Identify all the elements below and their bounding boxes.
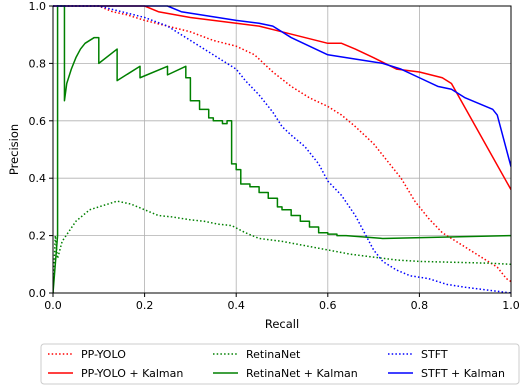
legend-label-3: RetinaNet + Kalman [246,367,358,380]
legend-label-0: PP-YOLO [81,348,126,361]
y-tick-label: 0.6 [29,115,47,128]
x-tick-label: 0.8 [411,299,429,312]
plot-area-frame [52,5,512,294]
series-line-1 [53,5,511,191]
grid [53,6,511,293]
series-line-4 [53,5,511,293]
legend-label-5: STFT + Kalman [421,367,505,380]
x-tick-label: 1.0 [502,299,520,312]
series-line-2 [53,200,511,293]
x-axis-label: Recall [265,317,299,331]
y-tick-label: 0.2 [29,230,47,243]
y-tick-label: 0.0 [29,287,47,300]
legend-label-1: PP-YOLO + Kalman [81,367,183,380]
series-lines [53,5,511,293]
series-line-5 [53,5,511,167]
series-line-3 [53,5,511,293]
y-tick-label: 1.0 [29,0,47,13]
y-tick-label: 0.8 [29,57,47,70]
legend: PP-YOLO PP-YOLO + Kalman RetinaNet RetinaNe… [40,343,520,385]
x-tick-label: 0.0 [44,299,62,312]
legend-label-2: RetinaNet [246,348,301,361]
legend-label-4: STFT [421,348,448,361]
x-tick-label: 0.2 [136,299,154,312]
series-line-0 [53,5,511,283]
y-tick-label: 0.4 [29,172,47,185]
y-axis-label: Precision [7,124,21,175]
x-tick-label: 0.6 [319,299,337,312]
axis-ticks: 0.0 0.2 0.4 0.6 0.8 1.0 0.0 0.2 0.4 0.6 0.8 1.0 [29,0,520,312]
x-tick-label: 0.4 [227,299,245,312]
